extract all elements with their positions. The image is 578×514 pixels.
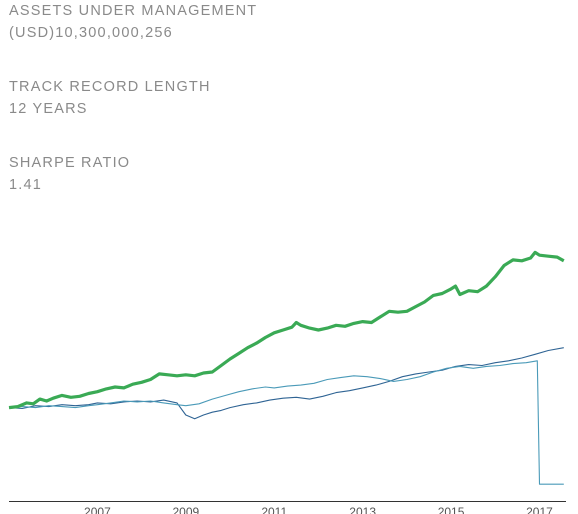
x-tick-label: 2009 xyxy=(172,505,199,514)
stat-label: TRACK RECORD LENGTH xyxy=(9,79,211,95)
stat-track-record-length: TRACK RECORD LENGTH 12 YEARS xyxy=(9,77,211,119)
stat-value: (USD)10,300,000,256 xyxy=(9,25,173,41)
x-tick-label: 2011 xyxy=(261,505,287,514)
stat-sharpe-ratio: SHARPE RATIO 1.41 xyxy=(9,153,130,195)
x-tick-label: 2013 xyxy=(349,505,376,514)
series-line-0 xyxy=(8,250,565,410)
series-line-1 xyxy=(8,347,564,420)
x-tick-label: 2015 xyxy=(438,505,465,514)
x-tick-label: 2007 xyxy=(84,505,111,514)
stat-value: 1.41 xyxy=(9,177,43,193)
performance-chart: 2007 2009 2011 2013 2015 2017 xyxy=(8,250,566,514)
stat-assets-under-management: ASSETS UNDER MANAGEMENT (USD)10,300,000,… xyxy=(9,1,257,43)
stat-label: ASSETS UNDER MANAGEMENT xyxy=(9,3,258,19)
stat-value: 12 YEARS xyxy=(9,101,88,117)
series-line-2 xyxy=(8,360,564,485)
x-tick-label: 2017 xyxy=(526,505,553,514)
stat-label: SHARPE RATIO xyxy=(9,155,131,171)
